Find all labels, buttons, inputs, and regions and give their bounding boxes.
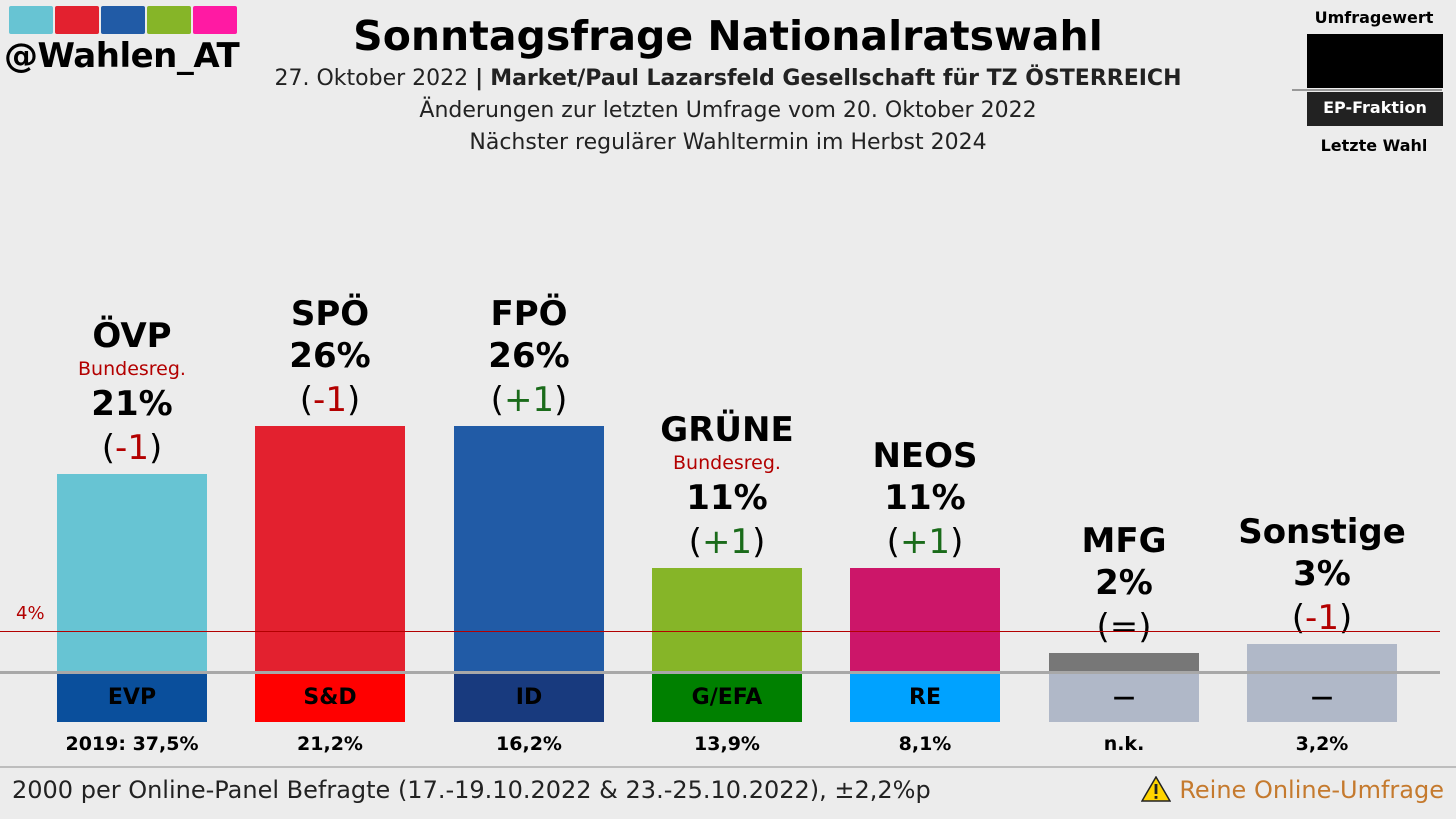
party-value: 26% (488, 336, 570, 377)
subtitle-separator: | (475, 66, 484, 91)
chart-baseline (0, 671, 1440, 674)
bar-övp (57, 473, 207, 672)
subtitle-poll-info: 27. Oktober 2022 | Market/Paul Lazarsfel… (0, 66, 1456, 91)
party-value: 21% (91, 383, 173, 424)
last-election-neos: 8,1% (898, 733, 952, 755)
party-label-mfg: MFG 2% (=) (1009, 521, 1239, 649)
logo-swatch (9, 6, 53, 34)
party-value: 11% (884, 478, 966, 519)
government-note: Bundesreg. (78, 357, 186, 380)
party-change: (-1) (101, 427, 163, 468)
party-label-fpö: FPÖ 26% (+1) (414, 294, 644, 422)
party-name: ÖVP (92, 315, 172, 356)
party-change: (-1) (1291, 597, 1353, 638)
party-label-neos: NEOS 11% (+1) (810, 436, 1040, 564)
legend-baseline-sample (1292, 89, 1442, 91)
bar-grüne (652, 568, 802, 672)
online-poll-warning: Reine Online-Umfrage (1141, 775, 1444, 808)
legend-last-election-label: Letzte Wahl (1320, 136, 1428, 155)
subtitle-changes-note: Änderungen zur letzten Umfrage vom 20. O… (419, 98, 1037, 123)
party-change: (+1) (886, 522, 964, 563)
party-value: 11% (686, 478, 768, 519)
party-name: FPÖ (490, 294, 568, 335)
party-label-sonstige: Sonstige 3% (-1) (1207, 512, 1437, 640)
legend-poll-value-label: Umfragewert (1314, 8, 1434, 27)
logo-swatch (193, 6, 237, 34)
last-election-fpö: 16,2% (496, 733, 562, 755)
chart-title: Sonntagsfrage Nationalratswahl (353, 12, 1103, 60)
party-change: (+1) (490, 380, 568, 421)
threshold-label: 4% (16, 603, 45, 624)
ep-group-övp: EVP (57, 674, 207, 722)
subtitle-next-election: Nächster regulärer Wahltermin im Herbst … (469, 130, 987, 155)
party-name: Sonstige (1238, 511, 1406, 552)
party-change: (-1) (299, 380, 361, 421)
government-note: Bundesreg. (673, 452, 781, 475)
party-change: (+1) (688, 522, 766, 563)
ep-group-neos: RE (850, 674, 1000, 722)
party-value: 26% (289, 336, 371, 377)
pollster-name: Market/Paul Lazarsfeld Gesellschaft für … (490, 66, 1182, 91)
poll-date: 27. Oktober 2022 (274, 66, 469, 91)
twitter-handle: @Wahlen_AT (4, 36, 240, 76)
footer-divider (0, 766, 1456, 768)
bar-sonstige (1247, 643, 1397, 672)
ep-group-grüne: G/EFA (652, 674, 802, 722)
party-name: NEOS (872, 436, 978, 477)
legend-ep-group-label: EP-Fraktion (1307, 92, 1443, 126)
warning-icon (1141, 775, 1172, 808)
logo-swatch (101, 6, 145, 34)
last-election-grüne: 13,9% (694, 733, 760, 755)
sample-info: 2000 per Online-Panel Befragte (17.-19.1… (12, 776, 931, 804)
logo-swatch (147, 6, 191, 34)
bar-fpö (454, 426, 604, 672)
party-name: MFG (1081, 521, 1167, 562)
party-label-övp: ÖVP Bundesreg. 21% (-1) (17, 316, 247, 470)
ep-group-sonstige: — (1247, 674, 1397, 722)
last-election-mfg: n.k. (1103, 733, 1145, 755)
ep-group-fpö: ID (454, 674, 604, 722)
bar-mfg (1049, 653, 1199, 672)
last-election-spö: 21,2% (297, 733, 363, 755)
party-name: SPÖ (290, 294, 370, 335)
threshold-line (0, 631, 1440, 632)
party-label-spö: SPÖ 26% (-1) (215, 294, 445, 422)
party-name: GRÜNE (660, 410, 794, 451)
ep-group-mfg: — (1049, 674, 1199, 722)
party-change: (=) (1096, 607, 1152, 648)
ep-group-spö: S&D (255, 674, 405, 722)
last-election-övp: 2019: 37,5% (65, 733, 199, 755)
legend-bar-sample (1307, 34, 1443, 88)
party-value: 2% (1095, 563, 1153, 604)
bar-neos (850, 568, 1000, 672)
bar-spö (255, 426, 405, 672)
party-value: 3% (1293, 553, 1351, 594)
last-election-sonstige: 3,2% (1295, 733, 1349, 755)
party-label-grüne: GRÜNE Bundesreg. 11% (+1) (612, 410, 842, 564)
logo-swatch (55, 6, 99, 34)
warning-text: Reine Online-Umfrage (1179, 776, 1444, 804)
